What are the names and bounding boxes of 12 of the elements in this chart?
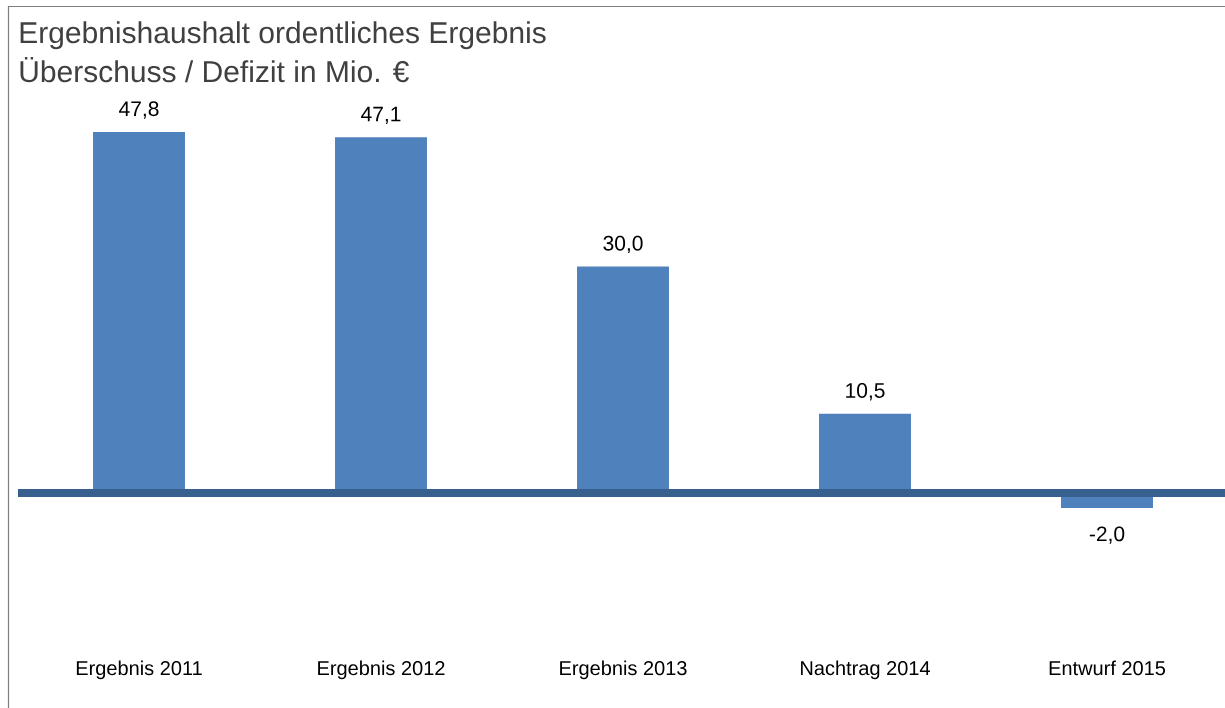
x-tick-label: Nachtrag 2014: [801, 660, 930, 680]
data-label: 30,0: [603, 235, 643, 254]
chart-title: Ergebnishaushalt ordentliches Ergebnis: [20, 21, 546, 50]
x-tick-label: Entwurf 2015: [1049, 660, 1166, 676]
x-tick-label: Ergebnis 2011: [76, 660, 202, 680]
x-tick-label: Ergebnis 2012: [318, 660, 445, 680]
chart-subtitle: Überschuss / Defizit in Mio. €: [20, 56, 409, 83]
data-label: -2,0: [1089, 526, 1125, 544]
data-label: 10,5: [846, 383, 885, 401]
data-label: 47,1: [361, 106, 401, 124]
data-label: 47,8: [119, 101, 159, 119]
x-tick-label: Ergebnis 2013: [560, 660, 687, 680]
